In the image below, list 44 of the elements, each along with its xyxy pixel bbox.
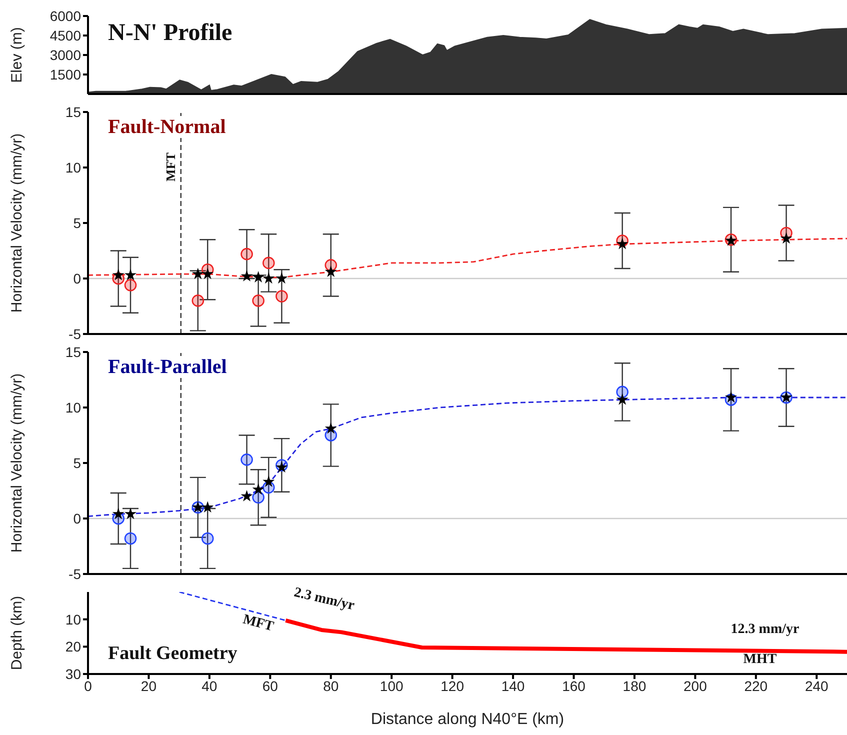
y-tick-label: 6000 [50, 8, 82, 24]
y-tick-label: 15 [65, 104, 82, 120]
y-tick-label: 5 [73, 454, 82, 471]
x-tick-label: 200 [684, 678, 708, 694]
y-tick-label: 10 [65, 611, 82, 628]
y-axis-title: Horizontal Velocity (mm/yr) [8, 373, 26, 553]
y-tick-label: -5 [68, 326, 82, 342]
x-tick-label: 160 [562, 678, 586, 694]
y-tick-label: 1500 [50, 66, 82, 82]
y-tick-label: 30 [65, 666, 82, 682]
x-tick-label: 180 [622, 678, 646, 694]
x-tick-label: 40 [202, 678, 218, 694]
y-tick-label: 10 [65, 399, 82, 416]
chart-title: N-N' Profile [108, 20, 232, 46]
chart-title: Fault-Parallel [108, 356, 227, 378]
text: Fault Geometry [108, 643, 238, 665]
y-axis-title: Horizontal Velocity (mm/yr) [8, 133, 26, 313]
y-tick-label: 20 [65, 638, 82, 655]
y-axis-title: Depth (km) [8, 596, 26, 670]
annotation: 12.3 mm/yr [730, 622, 800, 637]
y-tick-label: 0 [73, 270, 82, 286]
x-tick-label: 120 [440, 678, 464, 694]
x-tick-label: 0 [84, 678, 92, 694]
y-tick-label: -5 [68, 566, 82, 582]
annotation: MHT [743, 652, 777, 667]
x-tick-label: 100 [380, 678, 404, 694]
ref-line-label: MFT [162, 152, 178, 182]
y-tick-label: 10 [65, 159, 82, 176]
y-tick-label: 15 [65, 344, 82, 360]
x-tick-label: 20 [140, 678, 157, 694]
x-tick-label: 240 [804, 678, 829, 694]
y-tick-label: 4500 [50, 27, 82, 44]
y-tick-label: 3000 [50, 46, 82, 63]
x-tick-label: 140 [501, 678, 525, 694]
x-tick-label: 80 [323, 678, 339, 694]
annotation: MFT [241, 612, 276, 635]
x-tick-label: 220 [744, 678, 768, 694]
y-tick-label: 0 [73, 510, 82, 526]
chart-title: Fault-Normal [108, 116, 226, 138]
x-axis-title: Distance along N40°E (km) [370, 711, 564, 728]
y-axis-title: Elev (m) [8, 27, 26, 83]
x-tick-label: 60 [262, 678, 278, 694]
y-tick-label: 5 [73, 214, 82, 231]
annotation: 2.3 mm/yr [292, 585, 356, 614]
